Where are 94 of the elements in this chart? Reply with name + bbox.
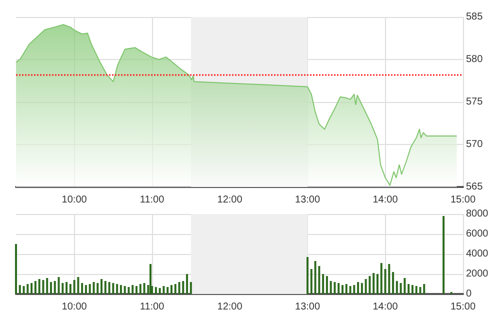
x-tick-label: 14:00 [372, 302, 398, 312]
bar [376, 274, 378, 294]
y-tick-label: 585 [466, 12, 484, 22]
x-tick-label: 14:00 [372, 194, 398, 206]
bar [330, 281, 332, 294]
bar [73, 280, 76, 294]
bar [364, 279, 367, 294]
bar [442, 216, 445, 294]
y-tick-label: 0 [466, 288, 472, 300]
bar [388, 264, 390, 294]
x-tick-label: 13:00 [295, 302, 320, 312]
bar [18, 285, 21, 294]
bar [92, 282, 95, 294]
bar [174, 284, 176, 294]
bar [66, 282, 68, 294]
bar [149, 264, 152, 294]
bar [186, 274, 188, 294]
bar [143, 283, 146, 294]
bar [392, 272, 394, 294]
bar [326, 276, 328, 294]
bar [334, 282, 336, 294]
bar [368, 276, 371, 294]
bar [154, 287, 157, 294]
bar [128, 287, 130, 294]
bar [69, 284, 72, 294]
bar [84, 285, 87, 294]
y-tick-label: 580 [466, 54, 484, 65]
bar [345, 284, 348, 294]
x-tick-label: 12:00 [217, 302, 243, 312]
bar [411, 285, 414, 294]
bar [58, 277, 60, 294]
bar [178, 282, 180, 294]
y-tick-label: 570 [466, 139, 484, 150]
bar [182, 281, 184, 294]
bar [349, 286, 352, 294]
bar [38, 279, 40, 294]
bar [100, 279, 103, 294]
bar [104, 281, 106, 294]
x-tick-label: 15:00 [450, 302, 476, 312]
bar [342, 285, 344, 294]
x-tick-label: 12:00 [217, 194, 243, 206]
bar [322, 274, 324, 294]
bar [77, 277, 80, 294]
x-tick-label: 13:00 [295, 194, 320, 206]
bar [158, 288, 161, 294]
bar [314, 261, 316, 294]
y-tick-label: 6000 [466, 228, 489, 240]
x-tick-label: 10:00 [62, 302, 88, 312]
bar [357, 282, 360, 294]
bar [162, 286, 165, 294]
x-tick-label: 10:00 [62, 194, 88, 206]
bar [54, 281, 56, 294]
bar [338, 283, 340, 294]
y-tick-label: 565 [466, 182, 484, 192]
bar [139, 284, 142, 294]
bar [419, 287, 422, 294]
bar [124, 286, 126, 294]
y-tick-label: 8000 [466, 208, 489, 220]
bar [22, 286, 25, 294]
bar [404, 278, 406, 294]
bar [310, 269, 312, 294]
bar [170, 285, 172, 294]
bar [372, 273, 375, 294]
bar [306, 257, 309, 294]
bar [408, 284, 410, 294]
bar [360, 283, 363, 294]
bar [396, 281, 398, 294]
bar [88, 284, 91, 294]
bar [120, 285, 122, 294]
bar [135, 286, 138, 294]
bar [415, 286, 418, 294]
bar [46, 278, 48, 294]
bar [190, 282, 192, 294]
bar [42, 280, 44, 294]
bar [112, 283, 114, 294]
bar [116, 284, 118, 294]
x-tick-label: 15:00 [450, 194, 476, 206]
bar [15, 244, 17, 294]
x-tick-label: 11:00 [140, 194, 165, 206]
bar [96, 283, 99, 294]
bar [50, 282, 52, 294]
bar [353, 285, 356, 294]
y-tick-label: 575 [466, 96, 484, 108]
y-tick-label: 2000 [466, 268, 489, 280]
bar [34, 281, 36, 294]
x-tick-label: 11:00 [140, 302, 165, 312]
bar [423, 284, 426, 294]
bar [81, 283, 84, 294]
bar [26, 284, 29, 294]
y-tick-label: 4000 [466, 248, 489, 260]
bar [380, 263, 382, 294]
bar [132, 285, 134, 294]
bar [108, 282, 110, 294]
bar [166, 287, 169, 294]
